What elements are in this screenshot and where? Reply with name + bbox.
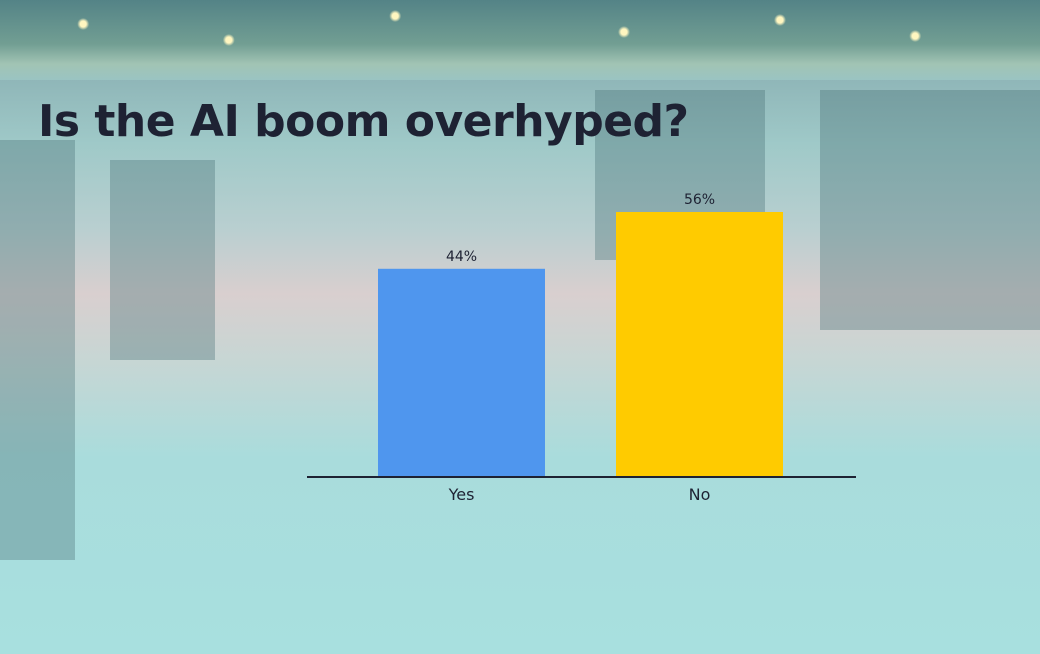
category-label: Yes	[448, 485, 475, 504]
background-reflection	[0, 140, 75, 560]
bar-no	[616, 212, 783, 477]
bar-yes	[378, 268, 545, 477]
category-label: No	[689, 485, 711, 504]
background-reflection	[820, 90, 1040, 330]
value-label: 44%	[446, 249, 477, 265]
background-lights	[0, 0, 1040, 80]
page-title: Is the AI boom overhyped?	[38, 96, 689, 147]
value-label: 56%	[684, 192, 715, 208]
background-reflection	[110, 160, 215, 360]
